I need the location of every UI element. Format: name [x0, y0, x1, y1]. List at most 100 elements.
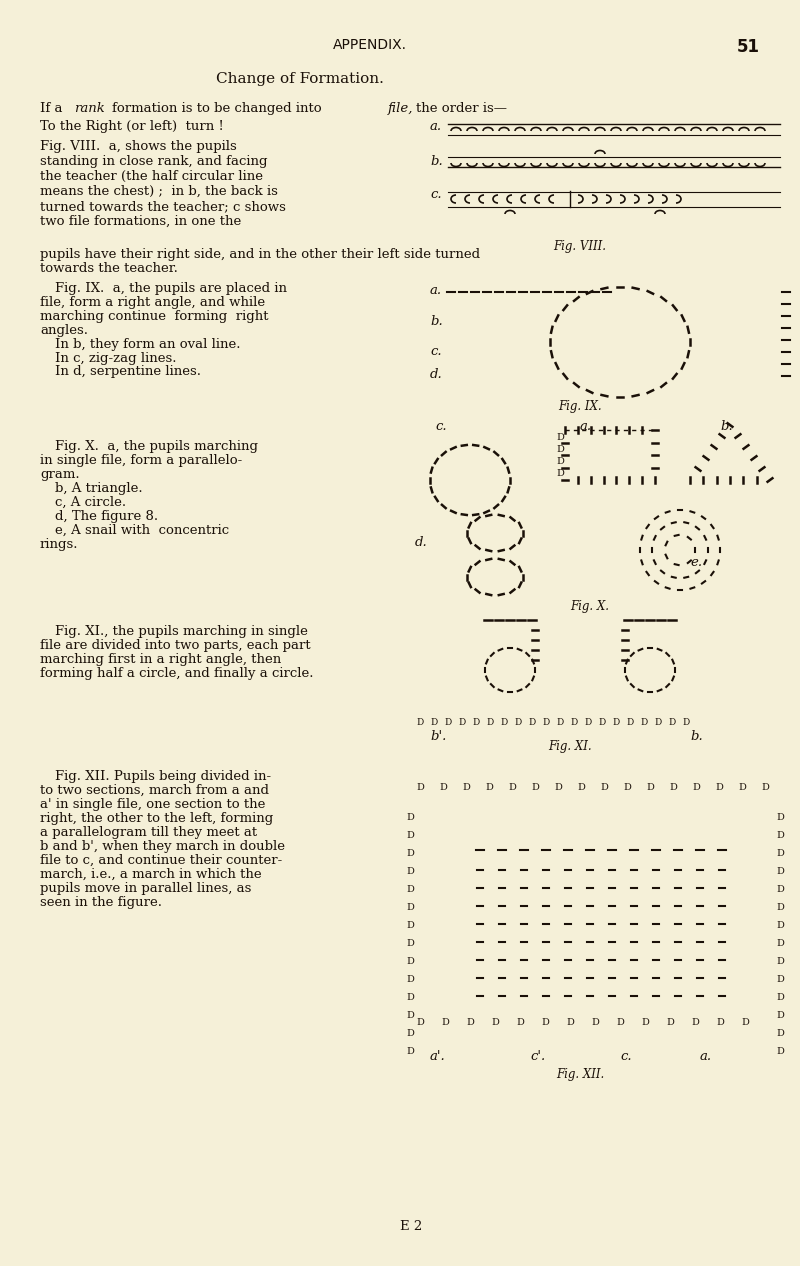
Text: D: D [591, 1018, 599, 1027]
Text: file are divided into two parts, each part: file are divided into two parts, each pa… [40, 639, 310, 652]
Text: Fig. X.  a, the pupils marching: Fig. X. a, the pupils marching [55, 441, 258, 453]
Text: D: D [439, 782, 447, 793]
Text: D: D [776, 867, 784, 876]
Text: D: D [741, 1018, 749, 1027]
Text: D: D [577, 782, 585, 793]
Text: c.: c. [435, 420, 446, 433]
Text: rank: rank [74, 103, 105, 115]
Text: D: D [406, 830, 414, 841]
Text: a.: a. [430, 120, 442, 133]
Text: right, the other to the left, forming: right, the other to the left, forming [40, 812, 274, 825]
Text: D: D [406, 849, 414, 858]
Text: D: D [458, 718, 466, 727]
Text: D: D [761, 782, 769, 793]
Text: b.: b. [720, 420, 733, 433]
Text: D: D [406, 957, 414, 966]
Text: D: D [612, 718, 620, 727]
Text: D: D [528, 718, 536, 727]
Text: If a: If a [40, 103, 66, 115]
Text: D: D [406, 903, 414, 912]
Text: Fig. XII. Pupils being divided in-: Fig. XII. Pupils being divided in- [55, 770, 271, 782]
Text: D: D [406, 975, 414, 984]
Text: angles.: angles. [40, 324, 88, 337]
Text: D: D [715, 782, 723, 793]
Text: D: D [416, 718, 424, 727]
Text: D: D [444, 718, 452, 727]
Text: in single file, form a parallelo-: in single file, form a parallelo- [40, 454, 242, 467]
Text: D: D [542, 718, 550, 727]
Text: D: D [668, 718, 676, 727]
Text: D: D [776, 885, 784, 894]
Text: D: D [541, 1018, 549, 1027]
Text: D: D [776, 1029, 784, 1038]
Text: In d, serpentine lines.: In d, serpentine lines. [55, 365, 201, 379]
Text: to two sections, march from a and: to two sections, march from a and [40, 784, 269, 798]
Text: D: D [776, 975, 784, 984]
Text: means the chest) ;  in b, the back is: means the chest) ; in b, the back is [40, 185, 278, 197]
Text: forming half a circle, and finally a circle.: forming half a circle, and finally a cir… [40, 667, 314, 680]
Text: E 2: E 2 [400, 1220, 422, 1233]
Text: D: D [626, 718, 634, 727]
Text: D: D [738, 782, 746, 793]
Text: D: D [776, 830, 784, 841]
Text: Change of Formation.: Change of Formation. [216, 72, 384, 86]
Text: b'.: b'. [430, 730, 446, 743]
Text: a' in single file, one section to the: a' in single file, one section to the [40, 798, 266, 812]
Text: D: D [570, 718, 578, 727]
Text: D: D [776, 993, 784, 1001]
Text: c.: c. [430, 187, 442, 201]
Text: rings.: rings. [40, 538, 78, 551]
Text: Fig. IX.  a, the pupils are placed in: Fig. IX. a, the pupils are placed in [55, 282, 287, 295]
Text: D: D [691, 1018, 699, 1027]
Text: D: D [776, 1012, 784, 1020]
Text: D: D [776, 903, 784, 912]
Text: D: D [776, 939, 784, 948]
Text: D: D [406, 1047, 414, 1056]
Text: D: D [776, 920, 784, 931]
Text: b.: b. [690, 730, 702, 743]
Text: d.: d. [430, 368, 442, 381]
Text: D: D [556, 446, 564, 454]
Text: D: D [406, 885, 414, 894]
Text: D: D [776, 813, 784, 822]
Text: a parallelogram till they meet at: a parallelogram till they meet at [40, 825, 257, 839]
Text: D: D [486, 718, 494, 727]
Text: D: D [616, 1018, 624, 1027]
Text: seen in the figure.: seen in the figure. [40, 896, 162, 909]
Text: file,: file, [388, 103, 414, 115]
Text: D: D [776, 1047, 784, 1056]
Text: D: D [584, 718, 592, 727]
Text: a.: a. [430, 284, 442, 298]
Text: D: D [776, 957, 784, 966]
Text: D: D [516, 1018, 524, 1027]
Text: Fig. XII.: Fig. XII. [556, 1069, 604, 1081]
Text: D: D [485, 782, 493, 793]
Text: D: D [406, 1029, 414, 1038]
Text: b, A triangle.: b, A triangle. [55, 482, 142, 495]
Text: D: D [623, 782, 631, 793]
Text: Fig. XI., the pupils marching in single: Fig. XI., the pupils marching in single [55, 625, 308, 638]
Text: c'.: c'. [530, 1050, 546, 1063]
Text: D: D [666, 1018, 674, 1027]
Text: D: D [406, 993, 414, 1001]
Text: D: D [692, 782, 700, 793]
Text: D: D [406, 813, 414, 822]
Text: D: D [406, 1012, 414, 1020]
Text: D: D [406, 920, 414, 931]
Text: formation is to be changed into: formation is to be changed into [112, 103, 322, 115]
Text: 51: 51 [737, 38, 760, 56]
Text: D: D [462, 782, 470, 793]
Text: a'.: a'. [430, 1050, 446, 1063]
Text: D: D [406, 939, 414, 948]
Text: D: D [646, 782, 654, 793]
Text: a.: a. [700, 1050, 712, 1063]
Text: c.: c. [430, 346, 442, 358]
Text: b.: b. [430, 315, 442, 328]
Text: b.: b. [430, 154, 442, 168]
Text: D: D [466, 1018, 474, 1027]
Text: marching continue  forming  right: marching continue forming right [40, 310, 269, 323]
Text: the teacher (the half circular line: the teacher (the half circular line [40, 170, 263, 184]
Text: Fig. VIII.  a, shows the pupils: Fig. VIII. a, shows the pupils [40, 141, 237, 153]
Text: D: D [441, 1018, 449, 1027]
Text: D: D [416, 1018, 424, 1027]
